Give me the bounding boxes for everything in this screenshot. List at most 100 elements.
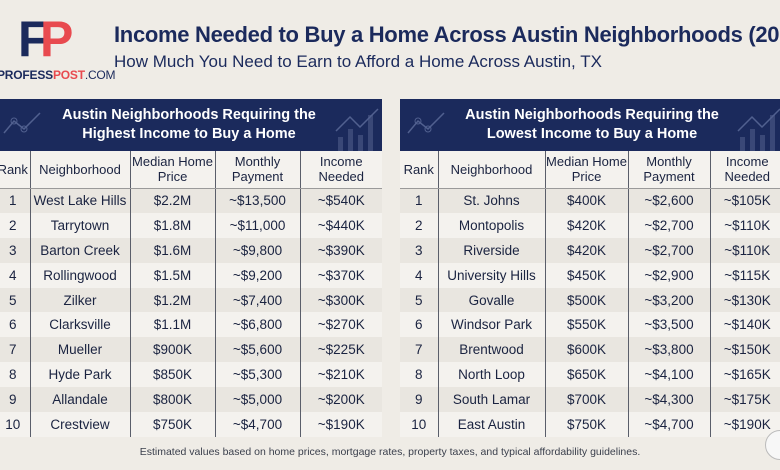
column-header: Monthly Payment bbox=[215, 151, 301, 189]
neighborhood-cell: Allandale bbox=[30, 387, 131, 413]
table-row: 3 Riverside $420K ~$2,700 ~$110K bbox=[400, 237, 780, 263]
bar-chart-icon bbox=[335, 108, 379, 151]
table-heading-line-2: Highest Income to Buy a Home bbox=[82, 126, 296, 142]
monthly-payment-cell: ~$9,800 bbox=[215, 237, 301, 263]
income-needed-cell: ~$270K bbox=[317, 317, 365, 333]
median-price-cell: $750K bbox=[545, 412, 629, 437]
income-needed-cell: ~$440K bbox=[317, 217, 365, 233]
table-heading: Austin Neighborhoods Requiring the Lowes… bbox=[400, 99, 780, 151]
median-price-cell: $400K bbox=[545, 188, 629, 213]
column-header: Median Home Price bbox=[545, 151, 629, 189]
income-needed-cell: ~$200K bbox=[300, 387, 382, 413]
income-needed-cell: ~$105K bbox=[710, 188, 780, 213]
median-price-cell: $900K bbox=[130, 337, 216, 363]
rank-cell: 1 bbox=[0, 188, 31, 213]
rank-cell: 7 bbox=[400, 337, 439, 363]
income-needed-cell: ~$225K bbox=[300, 337, 382, 363]
neighborhood-cell: East Austin bbox=[438, 412, 546, 437]
neighborhood-cell: St. Johns bbox=[438, 188, 546, 213]
rank-cell: 3 bbox=[400, 237, 439, 263]
column-header: Median Home Price bbox=[130, 151, 216, 189]
median-price-cell: $650K bbox=[545, 362, 629, 388]
monthly-payment-cell: ~$13,500 bbox=[215, 188, 301, 213]
income-needed-cell: ~$165K bbox=[723, 367, 771, 383]
table-heading-line-1: Austin Neighborhoods Requiring the bbox=[62, 107, 316, 123]
median-price-cell: $500K bbox=[545, 287, 629, 313]
monthly-payment-cell: ~$3,200 bbox=[628, 287, 711, 313]
income-needed-cell: ~$300K bbox=[300, 287, 382, 313]
rank-cell: 5 bbox=[0, 287, 31, 313]
logo: F P bbox=[16, 11, 78, 67]
rank-cell: 4 bbox=[0, 262, 31, 288]
column-header: Neighborhood bbox=[30, 151, 131, 189]
site-name: PROFESSPOST.COM bbox=[0, 68, 116, 82]
highest-income-table: Austin Neighborhoods Requiring the Highe… bbox=[0, 99, 382, 437]
income-needed-cell: ~$130K bbox=[710, 287, 780, 313]
column-header: Rank bbox=[400, 151, 439, 189]
rank-cell: 5 bbox=[400, 287, 439, 313]
median-price-cell: $450K bbox=[545, 262, 629, 288]
page-subtitle: How Much You Need to Earn to Afford a Ho… bbox=[114, 52, 602, 71]
monthly-payment-cell: ~$7,400 bbox=[215, 287, 301, 313]
monthly-payment-cell: ~$2,600 bbox=[628, 188, 711, 213]
median-price-cell: $1.8M bbox=[130, 212, 216, 238]
income-needed-cell: ~$175K bbox=[710, 387, 780, 413]
income-needed-cell: ~$150K bbox=[710, 337, 780, 363]
neighborhood-cell: Windsor Park bbox=[438, 312, 546, 338]
monthly-payment-cell: ~$4,100 bbox=[628, 362, 711, 388]
monthly-payment-cell: ~$2,700 bbox=[628, 237, 711, 263]
table-row: 1 St. Johns $400K ~$2,600 ~$105K bbox=[400, 188, 780, 213]
logo-p: P bbox=[40, 11, 74, 67]
table-row: 5 Govalle $500K ~$3,200 ~$130K bbox=[400, 287, 780, 313]
neighborhood-cell: Barton Creek bbox=[30, 237, 131, 263]
monthly-payment-cell: ~$5,600 bbox=[215, 337, 301, 363]
monthly-payment-cell: ~$3,500 bbox=[628, 312, 711, 338]
median-price-cell: $850K bbox=[130, 362, 216, 388]
column-header: Income Needed bbox=[300, 151, 382, 189]
table-row: 2 Montopolis $420K ~$2,700 ~$110K bbox=[400, 212, 780, 238]
table-row: 10 Crestview $750K ~$4,700 ~$190K bbox=[0, 412, 382, 437]
neighborhood-cell: Crestview bbox=[30, 412, 131, 437]
income-needed-cell: ~$390K bbox=[300, 237, 382, 263]
table-row: 9 South Lamar $700K ~$4,300 ~$175K bbox=[400, 387, 780, 413]
monthly-payment-cell: ~$11,000 bbox=[215, 212, 301, 238]
median-price-cell: $600K bbox=[545, 337, 629, 363]
monthly-payment-cell: ~$5,300 bbox=[215, 362, 301, 388]
footnote: Estimated values based on home prices, m… bbox=[139, 446, 641, 458]
table-row: 4 University Hills $450K ~$2,900 ~$115K bbox=[400, 262, 780, 288]
median-price-cell: $2.2M bbox=[130, 188, 216, 213]
table-row: 3 Barton Creek $1.6M ~$9,800 ~$390K bbox=[0, 237, 382, 263]
table-row: 5 Zilker $1.2M ~$7,400 ~$300K bbox=[0, 287, 382, 313]
table-heading: Austin Neighborhoods Requiring the Highe… bbox=[0, 99, 382, 151]
median-price-cell: $1.6M bbox=[130, 237, 216, 263]
monthly-payment-cell: ~$4,700 bbox=[215, 412, 301, 437]
monthly-payment-cell: ~$2,900 bbox=[628, 262, 711, 288]
neighborhood-cell: Mueller bbox=[30, 337, 131, 363]
rank-cell: 2 bbox=[400, 212, 439, 238]
rank-cell: 6 bbox=[400, 312, 439, 338]
income-needed-cell: ~$540K bbox=[300, 188, 382, 213]
median-price-cell: $1.5M bbox=[130, 262, 216, 288]
income-needed-cell: ~$115K bbox=[724, 267, 771, 283]
income-needed-cell: ~$210K bbox=[317, 367, 365, 383]
bar-chart-icon bbox=[737, 108, 780, 151]
neighborhood-cell: Tarrytown bbox=[30, 212, 131, 238]
table-row: 6 Clarksville $1.1M ~$6,800 ~$270K bbox=[0, 312, 382, 338]
rank-cell: 4 bbox=[400, 262, 439, 288]
monthly-payment-cell: ~$9,200 bbox=[215, 262, 301, 288]
neighborhood-cell: Rollingwood bbox=[30, 262, 131, 288]
rank-cell: 8 bbox=[400, 362, 439, 388]
neighborhood-cell: Montopolis bbox=[438, 212, 546, 238]
rank-cell: 2 bbox=[0, 212, 31, 238]
table-row: 1 West Lake Hills $2.2M ~$13,500 ~$540K bbox=[0, 188, 382, 213]
page-title: Income Needed to Buy a Home Across Austi… bbox=[114, 22, 780, 47]
table-row: 8 Hyde Park $850K ~$5,300 ~$210K bbox=[0, 362, 382, 388]
rank-cell: 8 bbox=[0, 362, 31, 388]
median-price-cell: $700K bbox=[545, 387, 629, 413]
income-needed-cell: ~$110K bbox=[710, 237, 780, 263]
table-row: 6 Windsor Park $550K ~$3,500 ~$140K bbox=[400, 312, 780, 338]
neighborhood-cell: Govalle bbox=[438, 287, 546, 313]
income-needed-cell: ~$140K bbox=[723, 317, 771, 333]
income-needed-cell: ~$370K bbox=[317, 267, 365, 283]
neighborhood-cell: Clarksville bbox=[30, 312, 131, 338]
